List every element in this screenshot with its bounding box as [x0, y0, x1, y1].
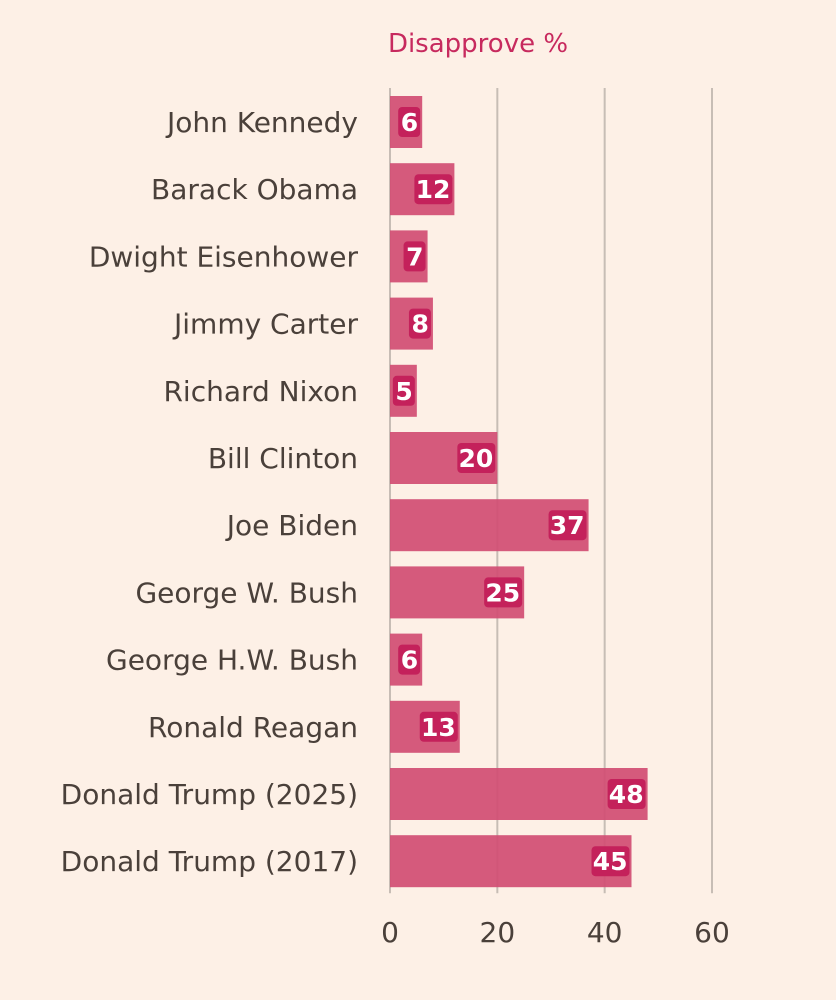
category-label: Dwight Eisenhower — [89, 240, 359, 273]
category-labels: John Kennedy Barack Obama Dwight Eisenhowe… — [61, 106, 359, 878]
bar — [390, 768, 648, 820]
value-label-bg — [419, 711, 458, 742]
category-label: Richard Nixon — [163, 375, 358, 408]
category-label: Donald Trump (2025) — [61, 778, 358, 811]
value-label-bg — [457, 443, 496, 473]
x-tick-label: 40 — [587, 916, 623, 949]
value-label: 37 — [550, 511, 585, 540]
value-label: 20 — [459, 444, 494, 473]
value-label-bg — [398, 644, 421, 675]
x-tick-label: 20 — [480, 916, 516, 949]
value-label: 7 — [406, 242, 423, 271]
category-label: Joe Biden — [225, 509, 358, 542]
bars: 6 12 7 8 5 20 37 25 6 13 48 45 — [390, 96, 648, 888]
category-label: Barack Obama — [151, 173, 358, 206]
category-label: John Kennedy — [165, 106, 358, 139]
x-tick-label: 60 — [694, 916, 730, 949]
value-label-bg — [392, 375, 415, 406]
value-label-bg — [591, 846, 630, 877]
gridlines — [389, 88, 713, 894]
x-tick-label: 0 — [381, 916, 399, 949]
category-label: Jimmy Carter — [172, 308, 358, 341]
value-label: 48 — [609, 780, 644, 809]
value-label-bg — [607, 779, 646, 809]
value-label: 25 — [485, 578, 520, 607]
category-label: Ronald Reagan — [148, 711, 358, 744]
value-label: 6 — [401, 108, 418, 137]
series-title: Disapprove % — [388, 29, 568, 59]
value-label: 6 — [401, 646, 418, 675]
x-axis-ticks: 0 20 40 60 — [381, 916, 730, 949]
value-label: 5 — [395, 377, 412, 406]
category-label: George W. Bush — [135, 576, 358, 609]
value-label: 8 — [412, 310, 429, 339]
category-label: George H.W. Bush — [106, 644, 358, 677]
value-label-bg — [548, 510, 587, 541]
bar — [390, 835, 632, 888]
value-label: 45 — [593, 847, 628, 876]
value-label-bg — [484, 577, 523, 608]
value-label: 13 — [421, 713, 456, 742]
category-label: Bill Clinton — [208, 442, 358, 475]
value-label: 12 — [416, 175, 451, 204]
value-label-bg — [398, 107, 421, 137]
category-label: Donald Trump (2017) — [61, 845, 358, 878]
value-label-bg — [408, 308, 431, 339]
value-label-bg — [414, 174, 453, 205]
value-label-bg — [403, 241, 426, 272]
